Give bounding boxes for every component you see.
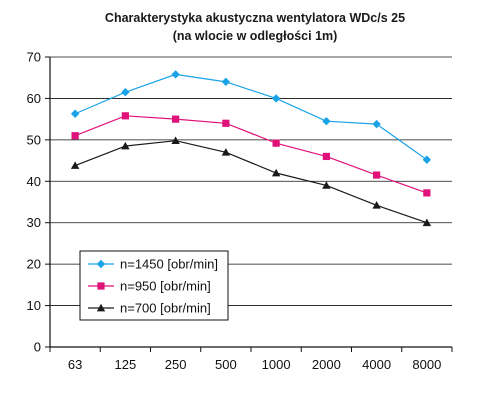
data-point [271,168,281,177]
x-tick-label: 500 [215,357,237,372]
y-tick-label: 40 [27,174,41,189]
data-point [322,117,331,126]
x-tick-label: 8000 [412,357,441,372]
series-line [74,73,428,161]
series-1 [71,112,431,197]
series-group [70,70,432,227]
y-tick-label: 50 [27,132,41,147]
legend-marker [96,259,106,269]
data-point [172,115,180,123]
x-tick-labels: 63 125 250 500 1000 2000 4000 8000 [68,357,441,372]
y-tick-label: 10 [27,298,41,313]
y-tick-label: 0 [34,340,41,355]
data-point [171,70,180,79]
y-tick-labels: 0 10 20 30 40 50 60 70 [27,50,41,355]
series-0 [70,70,432,164]
series-line [74,115,428,194]
data-point [322,181,331,189]
data-point [121,112,129,120]
series-line [74,140,428,224]
data-point [322,152,330,161]
y-tick-label: 70 [27,50,41,65]
data-point [222,119,230,127]
data-point [272,139,280,147]
legend-label: n=700 [obr/min] [120,301,211,316]
x-tick-label: 1000 [262,357,291,372]
y-tick-label: 20 [27,257,41,272]
data-point [423,189,431,197]
data-point [70,161,80,169]
legend-marker [96,303,106,312]
data-point [372,201,381,209]
legend-marker [97,282,105,290]
data-point [271,94,281,103]
data-point [71,132,79,140]
x-tick-label: 63 [68,357,82,372]
chart-subtitle: (na wlocie w odległości 1m) [173,29,338,43]
axes [45,56,453,352]
x-tick-label: 250 [165,357,187,372]
legend: n=1450 [obr/min] n=950 [obr/min] n=700 [ob… [79,250,229,321]
data-point [422,155,432,164]
legend-entry: n=950 [obr/min] [88,279,211,294]
x-tick-label: 4000 [362,357,391,372]
legend-label: n=1450 [obr/min] [120,257,218,272]
x-tick-label: 2000 [312,357,341,372]
data-point [121,141,130,150]
legend-entry: n=1450 [obr/min] [88,257,218,272]
x-tick-label: 125 [115,357,137,372]
data-point [372,119,381,129]
chart-title: Charakterystyka akustyczna wentylatora W… [105,11,405,25]
y-tick-label: 60 [27,91,41,106]
series-2 [70,136,432,227]
y-tick-label: 30 [27,215,41,230]
data-point [373,171,381,179]
data-point [422,218,432,227]
legend-label: n=950 [obr/min] [120,279,211,294]
data-point [221,77,231,87]
data-point [121,88,130,97]
data-point [171,136,180,145]
data-point [221,148,231,156]
legend-entry: n=700 [obr/min] [88,301,211,316]
data-point [70,109,80,118]
